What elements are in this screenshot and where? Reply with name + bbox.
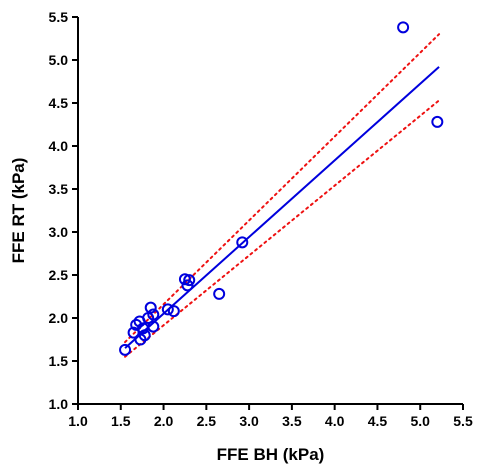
data-point [213,287,226,300]
x-tick-label: 3.0 [239,413,259,429]
data-point [236,236,249,249]
x-tick-label: 1.0 [68,413,88,429]
ci-upper-line [124,33,441,344]
y-tick-label: 2.0 [49,310,69,326]
data-point [431,115,444,128]
data-point [147,320,160,333]
x-tick-label: 2.5 [197,413,217,429]
y-tick-label: 1.0 [49,396,69,412]
y-tick-label: 2.5 [49,267,69,283]
y-tick-label: 4.0 [49,138,69,154]
regression-fit [124,66,440,349]
y-tick-label: 4.5 [49,95,69,111]
x-tick-label: 1.5 [111,413,131,429]
data-point [127,326,140,339]
x-tick-label: 3.5 [282,413,302,429]
ci-lower-line [124,99,441,358]
x-axis-title: FFE BH (kPa) [217,445,325,464]
data-point [183,274,196,287]
data-points [119,21,444,356]
data-point [119,343,132,356]
data-point [397,21,410,34]
data-point [181,279,194,292]
y-tick-label: 5.0 [49,52,69,68]
y-axis-title: FFE RT (kPa) [9,158,28,264]
y-tick-label: 1.5 [49,353,69,369]
data-point [138,329,151,342]
fit-line [124,66,440,349]
data-point [144,301,157,314]
x-tick-label: 5.5 [453,413,473,429]
data-point [147,308,160,321]
data-point [130,318,143,331]
y-tick-label: 3.0 [49,224,69,240]
data-point [167,305,180,318]
x-tick-label: 2.0 [154,413,174,429]
x-tick-label: 4.5 [368,413,388,429]
y-tick-label: 5.5 [49,9,69,25]
y-tick-label: 3.5 [49,181,69,197]
x-tick-label: 4.0 [325,413,345,429]
x-tick-label: 5.0 [410,413,430,429]
axes: 1.0 1.5 2.0 2.5 3.0 3.5 4.0 4.5 5.0 5.5 1.0 1.5 2.0 2… [49,9,473,429]
data-point [161,303,174,316]
